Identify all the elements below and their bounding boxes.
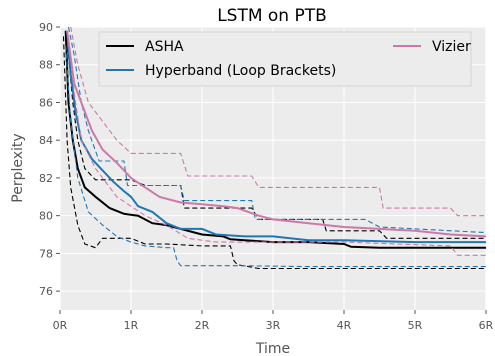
y-tick-label: 90	[39, 21, 53, 34]
legend: ASHA Hyperband (Loop Brackets) Vizier	[98, 31, 472, 87]
series-vizier-upper-line	[70, 26, 486, 217]
x-tick-label: 0R	[53, 319, 68, 332]
x-tick-label: 6R	[479, 319, 494, 332]
y-axis-label: Perplexity	[10, 133, 26, 202]
series-vizier-lower-line	[67, 36, 486, 256]
x-axis-label: Time	[255, 341, 290, 356]
legend-label-hyperband: Hyperband (Loop Brackets)	[145, 63, 336, 79]
series-layer	[62, 26, 487, 270]
y-tick-label: 82	[39, 172, 53, 185]
x-tick-label: 2R	[195, 319, 210, 332]
y-tick-label: 86	[39, 96, 53, 109]
x-tick-label: 3R	[266, 319, 281, 332]
y-tick-label: 78	[39, 247, 53, 260]
legend-label-vizier: Vizier	[432, 39, 471, 55]
series-asha-lower-line	[62, 36, 486, 270]
x-tick-label: 5R	[408, 319, 423, 332]
y-tick-label: 88	[39, 59, 53, 72]
y-tick-label: 80	[39, 210, 53, 223]
legend-box	[98, 31, 472, 87]
y-tick-label: 76	[39, 285, 53, 298]
ticks: 0R 1R 2R 3R 4R 5R 6R 76 78 80 82 84 86 88 90	[39, 21, 494, 332]
legend-label-asha: ASHA	[145, 39, 184, 55]
x-tick-label: 1R	[124, 319, 139, 332]
series-hyperband-loop-brackets-lower-line	[65, 45, 486, 268]
series-vizier-mean-line	[66, 30, 487, 238]
chart-title: LSTM on PTB	[217, 6, 327, 26]
y-tick-label: 84	[39, 134, 53, 147]
series-hyperband-loop-brackets-mean-line	[66, 30, 486, 244]
x-tick-label: 4R	[337, 319, 352, 332]
